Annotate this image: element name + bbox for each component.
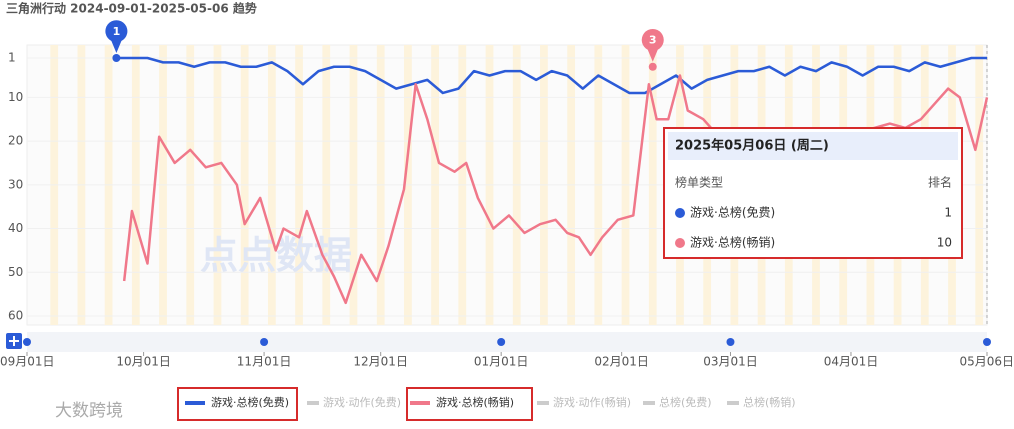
annotation-point bbox=[648, 62, 657, 71]
highlight-box bbox=[406, 387, 533, 421]
x-tick-label: 11月01日 bbox=[237, 355, 292, 369]
range-slider[interactable] bbox=[27, 332, 987, 352]
x-tick-label: 05月06日 bbox=[959, 355, 1014, 369]
legend-label[interactable]: 总榜(免费) bbox=[659, 395, 712, 409]
chart-title: 三角洲行动 2024-09-01-2025-05-06 趋势 bbox=[6, 1, 257, 16]
annotation-point bbox=[112, 54, 121, 62]
legend-label[interactable]: 总榜(畅销) bbox=[743, 395, 796, 409]
y-tick-label: 60 bbox=[8, 309, 23, 323]
y-tick-label: 50 bbox=[8, 265, 23, 279]
y-tick-label: 40 bbox=[8, 221, 23, 235]
tooltip: 2025年05月06日 (周二) 榜单类型 排名 游戏·总榜(免费) 1 游戏·总榜… bbox=[663, 127, 963, 259]
y-tick-label: 1 bbox=[8, 51, 16, 65]
legend-label[interactable]: 游戏·动作(畅销) bbox=[553, 395, 631, 409]
tooltip-col: 榜单类型 bbox=[675, 175, 723, 190]
legend-label[interactable]: 游戏·总榜(免费) bbox=[211, 395, 289, 409]
x-tick-label: 12月01日 bbox=[353, 355, 408, 369]
x-tick-label: 03月01日 bbox=[703, 355, 758, 369]
x-tick-label: 09月01日 bbox=[0, 355, 55, 369]
legend-label[interactable]: 游戏·动作(免费) bbox=[323, 395, 401, 409]
slider-dot bbox=[726, 338, 735, 346]
slider-dot bbox=[983, 338, 991, 346]
annotation-pin bbox=[105, 20, 128, 53]
slider-dot bbox=[497, 338, 506, 346]
tooltip-name: 游戏·总榜(免费) bbox=[690, 205, 775, 220]
watermark: 大数跨境 bbox=[55, 401, 123, 421]
x-tick-label: 01月01日 bbox=[474, 355, 529, 369]
x-tick-label: 10月01日 bbox=[116, 355, 171, 369]
x-tick-label: 04月01日 bbox=[824, 355, 879, 369]
annotation-pin bbox=[641, 28, 664, 62]
highlight-box bbox=[177, 387, 298, 421]
tooltip-dot bbox=[675, 238, 685, 248]
slider-dot bbox=[260, 338, 269, 346]
watermark: 点点数据 bbox=[200, 234, 352, 278]
y-tick-label: 10 bbox=[8, 90, 23, 104]
y-tick-label: 30 bbox=[8, 177, 23, 191]
tooltip-title: 2025年05月06日 (周二) bbox=[675, 138, 829, 154]
annotation-label: 3 bbox=[649, 34, 657, 47]
slider-dot bbox=[23, 338, 31, 346]
y-tick-label: 20 bbox=[8, 134, 23, 148]
tooltip-value: 1 bbox=[944, 206, 952, 220]
series-line bbox=[116, 56, 987, 95]
tooltip-dot bbox=[675, 208, 685, 218]
tooltip-value: 10 bbox=[937, 236, 952, 250]
tooltip-col: 排名 bbox=[928, 175, 952, 190]
legend-label[interactable]: 游戏·总榜(畅销) bbox=[436, 395, 514, 409]
tooltip-header bbox=[668, 132, 958, 160]
tooltip-name: 游戏·总榜(畅销) bbox=[690, 235, 775, 250]
x-tick-label: 02月01日 bbox=[594, 355, 649, 369]
plus-icon bbox=[9, 336, 19, 346]
annotation-label: 1 bbox=[113, 25, 121, 38]
